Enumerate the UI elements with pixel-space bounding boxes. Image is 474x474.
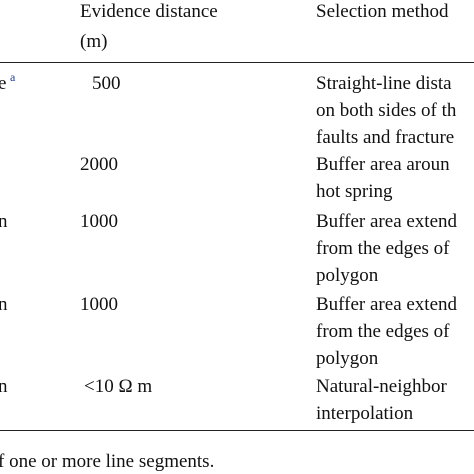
method-cell: Natural-neighbor: [316, 376, 447, 397]
footnote: f one or more line segments.: [0, 451, 215, 472]
row-name: e: [0, 73, 7, 94]
row-name: n: [0, 294, 8, 315]
method-cell: from the edges of: [316, 238, 450, 259]
method-cell: polygon: [316, 348, 379, 369]
method-cell: Buffer area extend: [316, 294, 458, 315]
distance-cell: 500: [92, 73, 121, 94]
row-name: n: [0, 211, 8, 232]
method-cell: hot spring: [316, 181, 393, 202]
method-cell: Buffer area extend: [316, 211, 458, 232]
distance-cell: <10 Ω m: [84, 376, 153, 397]
row-name: n: [0, 376, 8, 397]
header-cell: Selection method: [316, 1, 449, 22]
method-cell: interpolation: [316, 403, 414, 424]
method-cell: from the edges of: [316, 321, 450, 342]
header-cell: (m): [80, 31, 108, 52]
footnote-marker: a: [10, 70, 16, 84]
method-cell: Straight-line dista: [316, 73, 452, 94]
distance-cell: 2000: [80, 154, 118, 175]
distance-cell: 1000: [80, 294, 118, 315]
header-cell: Evidence distance: [80, 1, 218, 22]
method-cell: polygon: [316, 265, 379, 286]
bottom-rule: [0, 430, 474, 431]
header-rule: [0, 62, 474, 63]
method-cell: Buffer area aroun: [316, 154, 450, 175]
method-cell: faults and fracture: [316, 127, 455, 148]
method-cell: on both sides of th: [316, 100, 457, 121]
distance-cell: 1000: [80, 211, 118, 232]
